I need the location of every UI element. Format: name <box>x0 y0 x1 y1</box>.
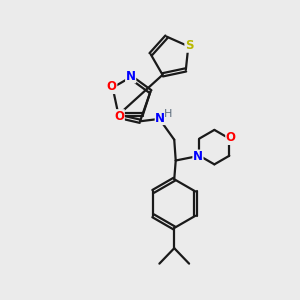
Text: H: H <box>164 109 172 119</box>
Text: S: S <box>185 39 194 52</box>
Text: O: O <box>226 131 236 144</box>
Text: O: O <box>107 80 117 94</box>
Text: N: N <box>155 112 165 124</box>
Text: N: N <box>126 70 136 83</box>
Text: N: N <box>193 150 203 163</box>
Text: O: O <box>114 110 124 123</box>
